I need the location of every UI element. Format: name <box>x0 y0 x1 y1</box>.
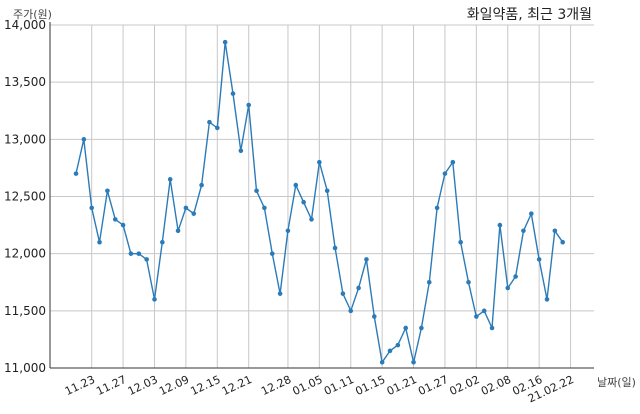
price-point <box>332 245 338 251</box>
price-point <box>348 308 354 314</box>
price-point <box>152 297 157 302</box>
y-tick-label: 12,000 <box>4 247 46 261</box>
price-point <box>395 342 401 348</box>
price-point <box>136 251 142 256</box>
price-point <box>481 308 487 314</box>
price-point <box>426 279 432 285</box>
price-point <box>466 279 471 285</box>
y-tick-label: 13,000 <box>4 132 46 146</box>
price-point <box>411 359 416 365</box>
price-point <box>309 217 314 222</box>
price-point <box>167 177 173 182</box>
x-tick-label: 12.21 <box>220 373 254 398</box>
x-axis-label: 날짜(일) <box>597 376 636 389</box>
chart-title: 화일약품, 최근 3개월 <box>466 7 592 23</box>
price-point <box>246 102 251 108</box>
price-point <box>450 159 456 165</box>
price-point <box>521 228 526 234</box>
price-point <box>277 291 283 296</box>
x-tick-label: 12.15 <box>189 373 223 398</box>
price-point <box>419 325 424 331</box>
price-point <box>269 251 275 256</box>
x-tick-label: 12.09 <box>157 373 191 398</box>
price-point <box>175 228 181 234</box>
price-point <box>120 222 126 228</box>
price-point <box>489 325 495 331</box>
price-point <box>105 188 110 194</box>
price-point <box>544 297 550 302</box>
price-point <box>505 285 511 291</box>
price-point <box>199 182 204 188</box>
x-tick-label: 01.05 <box>291 373 325 398</box>
price-point <box>112 217 118 222</box>
y-tick-label: 12,500 <box>4 190 46 204</box>
price-point <box>144 257 149 262</box>
price-point <box>262 205 267 211</box>
price-point <box>356 285 361 291</box>
price-point <box>372 314 377 319</box>
x-tick-label: 01.27 <box>416 373 450 398</box>
price-point <box>215 125 220 131</box>
x-tick-label: 11.23 <box>63 373 97 398</box>
x-tick-label: 12.28 <box>259 373 293 398</box>
price-point <box>128 251 134 256</box>
price-point <box>81 137 87 142</box>
price-point <box>73 171 79 176</box>
price-point <box>324 188 330 194</box>
price-point <box>442 171 448 176</box>
price-point <box>379 359 385 365</box>
x-tick-label: 01.15 <box>353 373 387 398</box>
x-tick-label: 11.27 <box>94 373 128 398</box>
price-point <box>89 205 94 211</box>
price-point <box>529 211 534 216</box>
price-point <box>191 211 197 216</box>
price-point <box>513 274 518 279</box>
price-point <box>293 182 299 188</box>
price-point <box>560 239 565 245</box>
price-point <box>183 205 189 211</box>
price-point <box>97 239 102 245</box>
x-tick-label: 12.03 <box>126 373 160 398</box>
price-point <box>160 239 165 245</box>
price-point <box>340 291 346 296</box>
price-point <box>230 91 236 96</box>
y-tick-label: 11,000 <box>4 361 46 375</box>
price-point <box>207 119 212 125</box>
price-point <box>458 239 463 245</box>
x-tick-label: 01.21 <box>385 373 419 398</box>
price-point <box>238 148 244 154</box>
y-tick-label: 14,000 <box>4 18 46 32</box>
price-point <box>552 228 558 234</box>
price-point <box>536 257 542 262</box>
y-tick-label: 11,500 <box>4 304 46 318</box>
x-tick-label: 02.02 <box>448 373 482 398</box>
price-point <box>387 348 393 354</box>
price-point <box>301 199 306 205</box>
price-point <box>285 228 291 234</box>
price-point <box>403 325 409 331</box>
price-point <box>254 188 259 194</box>
price-point <box>497 222 503 228</box>
price-point <box>317 159 322 165</box>
price-point <box>474 314 479 319</box>
y-tick-label: 13,500 <box>4 75 46 89</box>
y-axis-label: 주가(원) <box>13 8 52 21</box>
x-tick-label: 02.08 <box>479 373 513 398</box>
price-point <box>364 257 369 262</box>
price-point <box>434 205 440 211</box>
price-point <box>222 39 228 45</box>
x-tick-label: 01.11 <box>322 373 356 398</box>
